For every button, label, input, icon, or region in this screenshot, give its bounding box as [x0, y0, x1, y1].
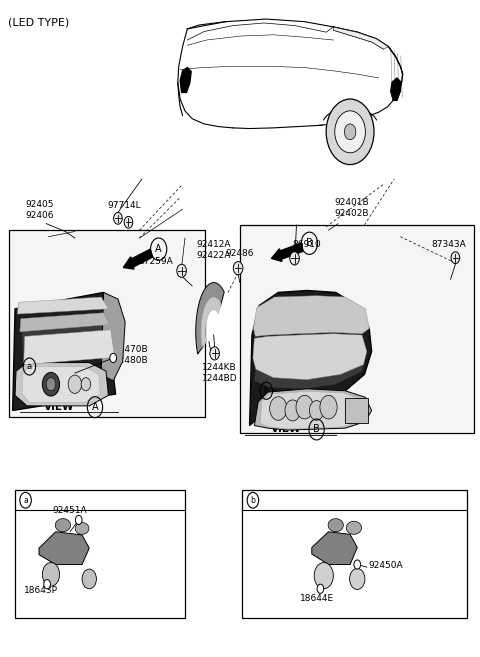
Bar — [242, 490, 468, 618]
Polygon shape — [20, 313, 110, 332]
Bar — [15, 490, 185, 618]
Polygon shape — [312, 532, 357, 564]
Text: 92412A
92422A: 92412A 92422A — [196, 240, 230, 260]
Text: 18643P: 18643P — [24, 586, 58, 595]
Text: VIEW: VIEW — [44, 402, 74, 412]
Polygon shape — [101, 292, 125, 381]
Text: B: B — [313, 424, 320, 434]
Polygon shape — [22, 367, 100, 403]
Circle shape — [326, 99, 374, 165]
Circle shape — [335, 111, 365, 153]
Bar — [240, 225, 474, 434]
Polygon shape — [333, 27, 388, 49]
Text: 92470B
92480B: 92470B 92480B — [113, 345, 148, 365]
Polygon shape — [253, 296, 369, 336]
Polygon shape — [346, 521, 361, 534]
Text: 92451A: 92451A — [53, 507, 87, 515]
Polygon shape — [75, 522, 89, 534]
Circle shape — [451, 252, 460, 263]
Bar — [9, 230, 204, 417]
Polygon shape — [24, 330, 115, 365]
Polygon shape — [55, 518, 71, 532]
Circle shape — [285, 400, 300, 421]
Circle shape — [314, 562, 333, 589]
Text: a: a — [27, 362, 32, 371]
Circle shape — [270, 397, 287, 420]
Circle shape — [177, 264, 186, 277]
Circle shape — [296, 396, 313, 419]
Circle shape — [46, 378, 56, 391]
Polygon shape — [196, 283, 224, 354]
Text: 92450A: 92450A — [368, 561, 403, 570]
Text: 92486: 92486 — [226, 250, 254, 258]
Polygon shape — [17, 297, 108, 314]
Text: a: a — [23, 496, 28, 505]
Polygon shape — [250, 290, 372, 426]
FancyArrow shape — [271, 243, 303, 261]
Circle shape — [349, 568, 365, 589]
Circle shape — [344, 124, 356, 140]
Polygon shape — [254, 365, 363, 389]
Bar — [345, 398, 368, 423]
Circle shape — [81, 378, 91, 391]
Polygon shape — [253, 334, 367, 380]
Circle shape — [233, 261, 243, 275]
FancyArrow shape — [123, 249, 153, 269]
Circle shape — [75, 515, 82, 524]
Circle shape — [210, 347, 219, 360]
Text: 18644E: 18644E — [300, 594, 334, 603]
Text: 86910: 86910 — [293, 240, 322, 248]
Circle shape — [42, 562, 60, 586]
Text: 1244KB
1244BD: 1244KB 1244BD — [202, 363, 237, 382]
Circle shape — [110, 353, 117, 363]
Circle shape — [68, 375, 82, 394]
Circle shape — [44, 579, 50, 589]
Text: B: B — [306, 238, 313, 248]
Text: 87343A: 87343A — [432, 240, 466, 248]
Polygon shape — [391, 78, 401, 101]
Text: 87259A: 87259A — [138, 257, 173, 266]
Text: 97714L: 97714L — [107, 202, 141, 210]
Circle shape — [317, 584, 324, 593]
Text: A: A — [92, 402, 98, 412]
Circle shape — [42, 373, 60, 396]
Text: b: b — [264, 386, 269, 396]
Text: 92405
92406: 92405 92406 — [25, 200, 54, 220]
Circle shape — [310, 401, 324, 420]
Polygon shape — [12, 292, 116, 411]
Text: (LED TYPE): (LED TYPE) — [8, 17, 69, 27]
Circle shape — [124, 216, 133, 228]
Polygon shape — [180, 68, 191, 93]
Circle shape — [82, 569, 96, 589]
Text: VIEW: VIEW — [271, 424, 301, 434]
Polygon shape — [201, 297, 221, 348]
Text: b: b — [251, 496, 255, 505]
Text: 92401B
92402B: 92401B 92402B — [335, 198, 370, 218]
Polygon shape — [254, 389, 372, 430]
Circle shape — [354, 560, 360, 569]
Circle shape — [114, 212, 122, 224]
Text: A: A — [156, 244, 162, 254]
Polygon shape — [39, 532, 89, 564]
Circle shape — [290, 252, 300, 265]
Circle shape — [320, 396, 337, 419]
Polygon shape — [15, 363, 108, 406]
Polygon shape — [328, 518, 343, 532]
Polygon shape — [21, 319, 115, 365]
Polygon shape — [260, 392, 366, 429]
